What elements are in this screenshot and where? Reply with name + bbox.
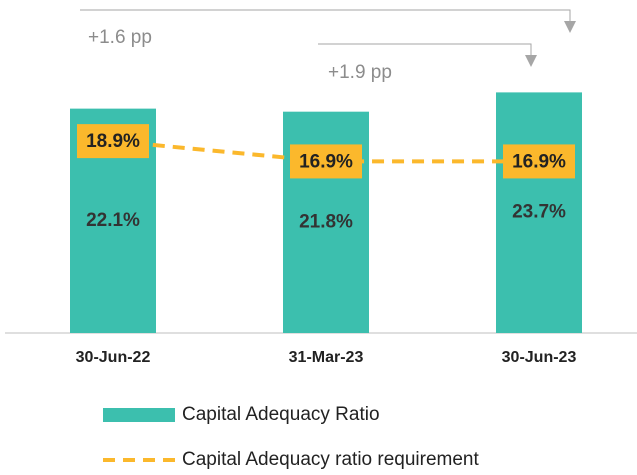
line-value-label: 16.9% (299, 151, 353, 172)
x-tick-label: 30-Jun-23 (502, 349, 577, 366)
annotation: +1.9 pp (328, 62, 392, 83)
line-label-box (290, 144, 362, 179)
bar-value-label: 23.7% (512, 202, 566, 223)
legend-label: Capital Adequacy Ratio (182, 404, 380, 425)
bar-value-label: 22.1% (86, 210, 140, 231)
annotation: +1.6 pp (88, 27, 152, 48)
line (112, 139, 539, 164)
bar-value-label: 21.8% (299, 211, 353, 232)
legend-swatch (103, 408, 175, 422)
x-tick-label: 31-Mar-23 (289, 349, 364, 366)
line-value-label: 16.9% (512, 151, 566, 172)
connector (318, 43, 532, 56)
annotation-connectors (80, 9, 576, 67)
bar (496, 92, 582, 333)
legend-label: Capital Adequacy ratio requirement (182, 449, 480, 470)
x-tick-label: 30-Jun-22 (76, 349, 151, 366)
line-label-box (503, 144, 575, 179)
line-label-box (77, 124, 149, 159)
arrow-head (525, 55, 537, 67)
arrow-head (564, 21, 576, 33)
line-value-label: 18.9% (86, 131, 140, 152)
connector (80, 9, 571, 22)
